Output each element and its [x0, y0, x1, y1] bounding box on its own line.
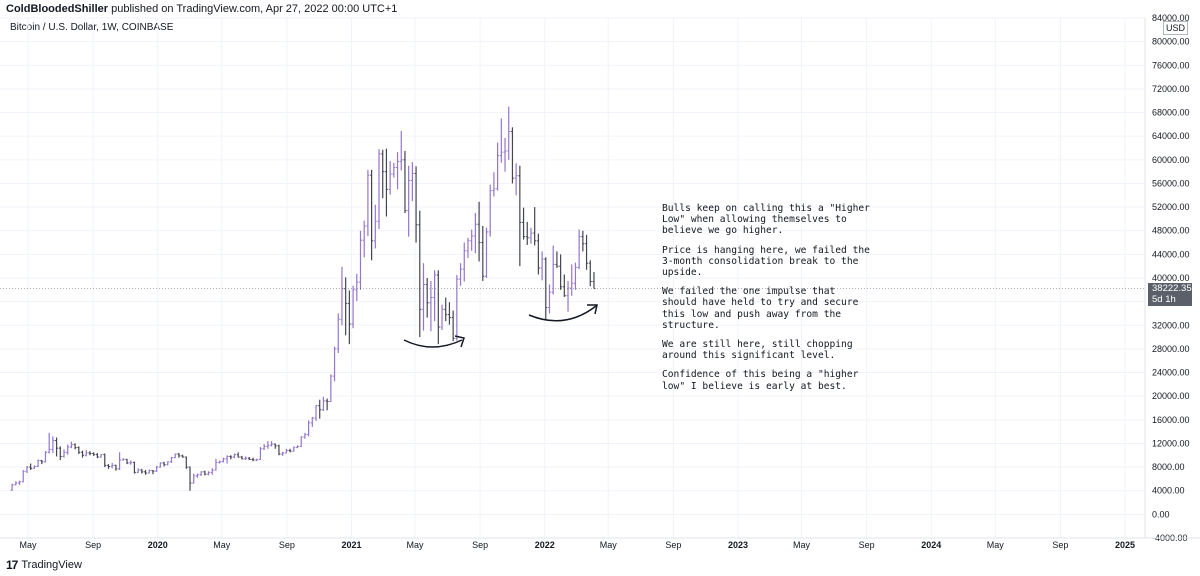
x-tick-label: May: [987, 540, 1005, 550]
y-tick-label: 32000.00: [1152, 320, 1190, 330]
y-tick-label: 52000.00: [1152, 202, 1190, 212]
arrowhead-left: [454, 335, 465, 348]
x-tick-label: May: [19, 540, 37, 550]
x-tick-label: 2025: [1115, 540, 1135, 550]
x-tick-label: May: [213, 540, 231, 550]
y-tick-label: 40000.00: [1152, 273, 1190, 283]
y-tick-label: 80000.00: [1152, 37, 1190, 47]
x-tick-label: 2024: [921, 540, 941, 550]
y-tick-label: 64000.00: [1152, 131, 1190, 141]
y-tick-label: 48000.00: [1152, 226, 1190, 236]
arrowhead-right: [587, 304, 598, 315]
y-tick-label: 44000.00: [1152, 249, 1190, 259]
y-tick-label: 16000.00: [1152, 415, 1190, 425]
last-price-value: 38222.35: [1152, 283, 1192, 294]
author-name[interactable]: ColdBloodedShiller: [6, 3, 109, 15]
tradingview-footer[interactable]: 17 TradingView: [6, 557, 82, 573]
y-tick-label: 28000.00: [1152, 344, 1190, 354]
annotation-paragraph: Price is hanging here, we failed the 3-m…: [662, 244, 876, 279]
x-tick-label: Sep: [859, 540, 875, 550]
annotation-paragraph: We failed the one impulse that should ha…: [662, 286, 865, 331]
text-annotation: Bulls keep on calling this a "Higher Low…: [662, 203, 872, 400]
annotation-paragraph: Confidence of this being a "higher low" …: [662, 369, 865, 392]
last-price-tag: 38222.35 5d 1h: [1148, 283, 1192, 306]
x-tick-label: Sep: [85, 540, 101, 550]
curved-arrow-left: [403, 339, 463, 348]
x-tick-label: Sep: [279, 540, 295, 550]
y-tick-label: 60000.00: [1152, 155, 1190, 165]
y-tick-label: 0.00: [1152, 509, 1170, 519]
publish-header: ColdBloodedShiller published on TradingV…: [0, 0, 1200, 18]
y-tick-label: 8000.00: [1152, 462, 1185, 472]
y-tick-label: 56000.00: [1152, 178, 1190, 188]
x-tick-label: Sep: [1052, 540, 1068, 550]
annotation-paragraph: We are still here, still chopping around…: [662, 339, 859, 362]
annotation-paragraph: Bulls keep on calling this a "Higher Low…: [662, 203, 876, 237]
y-tick-label: 4000.00: [1152, 486, 1185, 496]
published-text: published on TradingView.com, Apr 27, 20…: [108, 3, 398, 15]
x-tick-label: Sep: [665, 540, 681, 550]
x-tick-label: May: [793, 540, 811, 550]
tradingview-logo-text: TradingView: [21, 559, 82, 571]
y-tick-label: 12000.00: [1152, 438, 1190, 448]
x-tick-label: 2022: [535, 540, 555, 550]
x-tick-label: May: [600, 540, 618, 550]
symbol-label: Bitcoin / U.S. Dollar, 1W, COINBASE: [10, 22, 174, 33]
x-tick-label: 2020: [148, 540, 168, 550]
x-tick-label: May: [407, 540, 425, 550]
y-tick-label: 20000.00: [1152, 391, 1190, 401]
currency-badge[interactable]: USD: [1163, 21, 1189, 35]
bar-countdown: 5d 1h: [1152, 293, 1176, 305]
x-tick-label: 2021: [341, 540, 361, 550]
tradingview-logo-icon: 17: [6, 558, 18, 572]
y-tick-label: 68000.00: [1152, 108, 1190, 118]
x-tick-label: 2023: [728, 540, 748, 550]
y-tick-label: 24000.00: [1152, 368, 1190, 378]
x-tick-label: Sep: [472, 540, 488, 550]
curved-arrow-right: [528, 305, 597, 322]
y-tick-label: 72000.00: [1152, 84, 1190, 94]
y-tick-label: 84000.00: [1152, 13, 1190, 23]
y-tick-label: 76000.00: [1152, 60, 1190, 70]
